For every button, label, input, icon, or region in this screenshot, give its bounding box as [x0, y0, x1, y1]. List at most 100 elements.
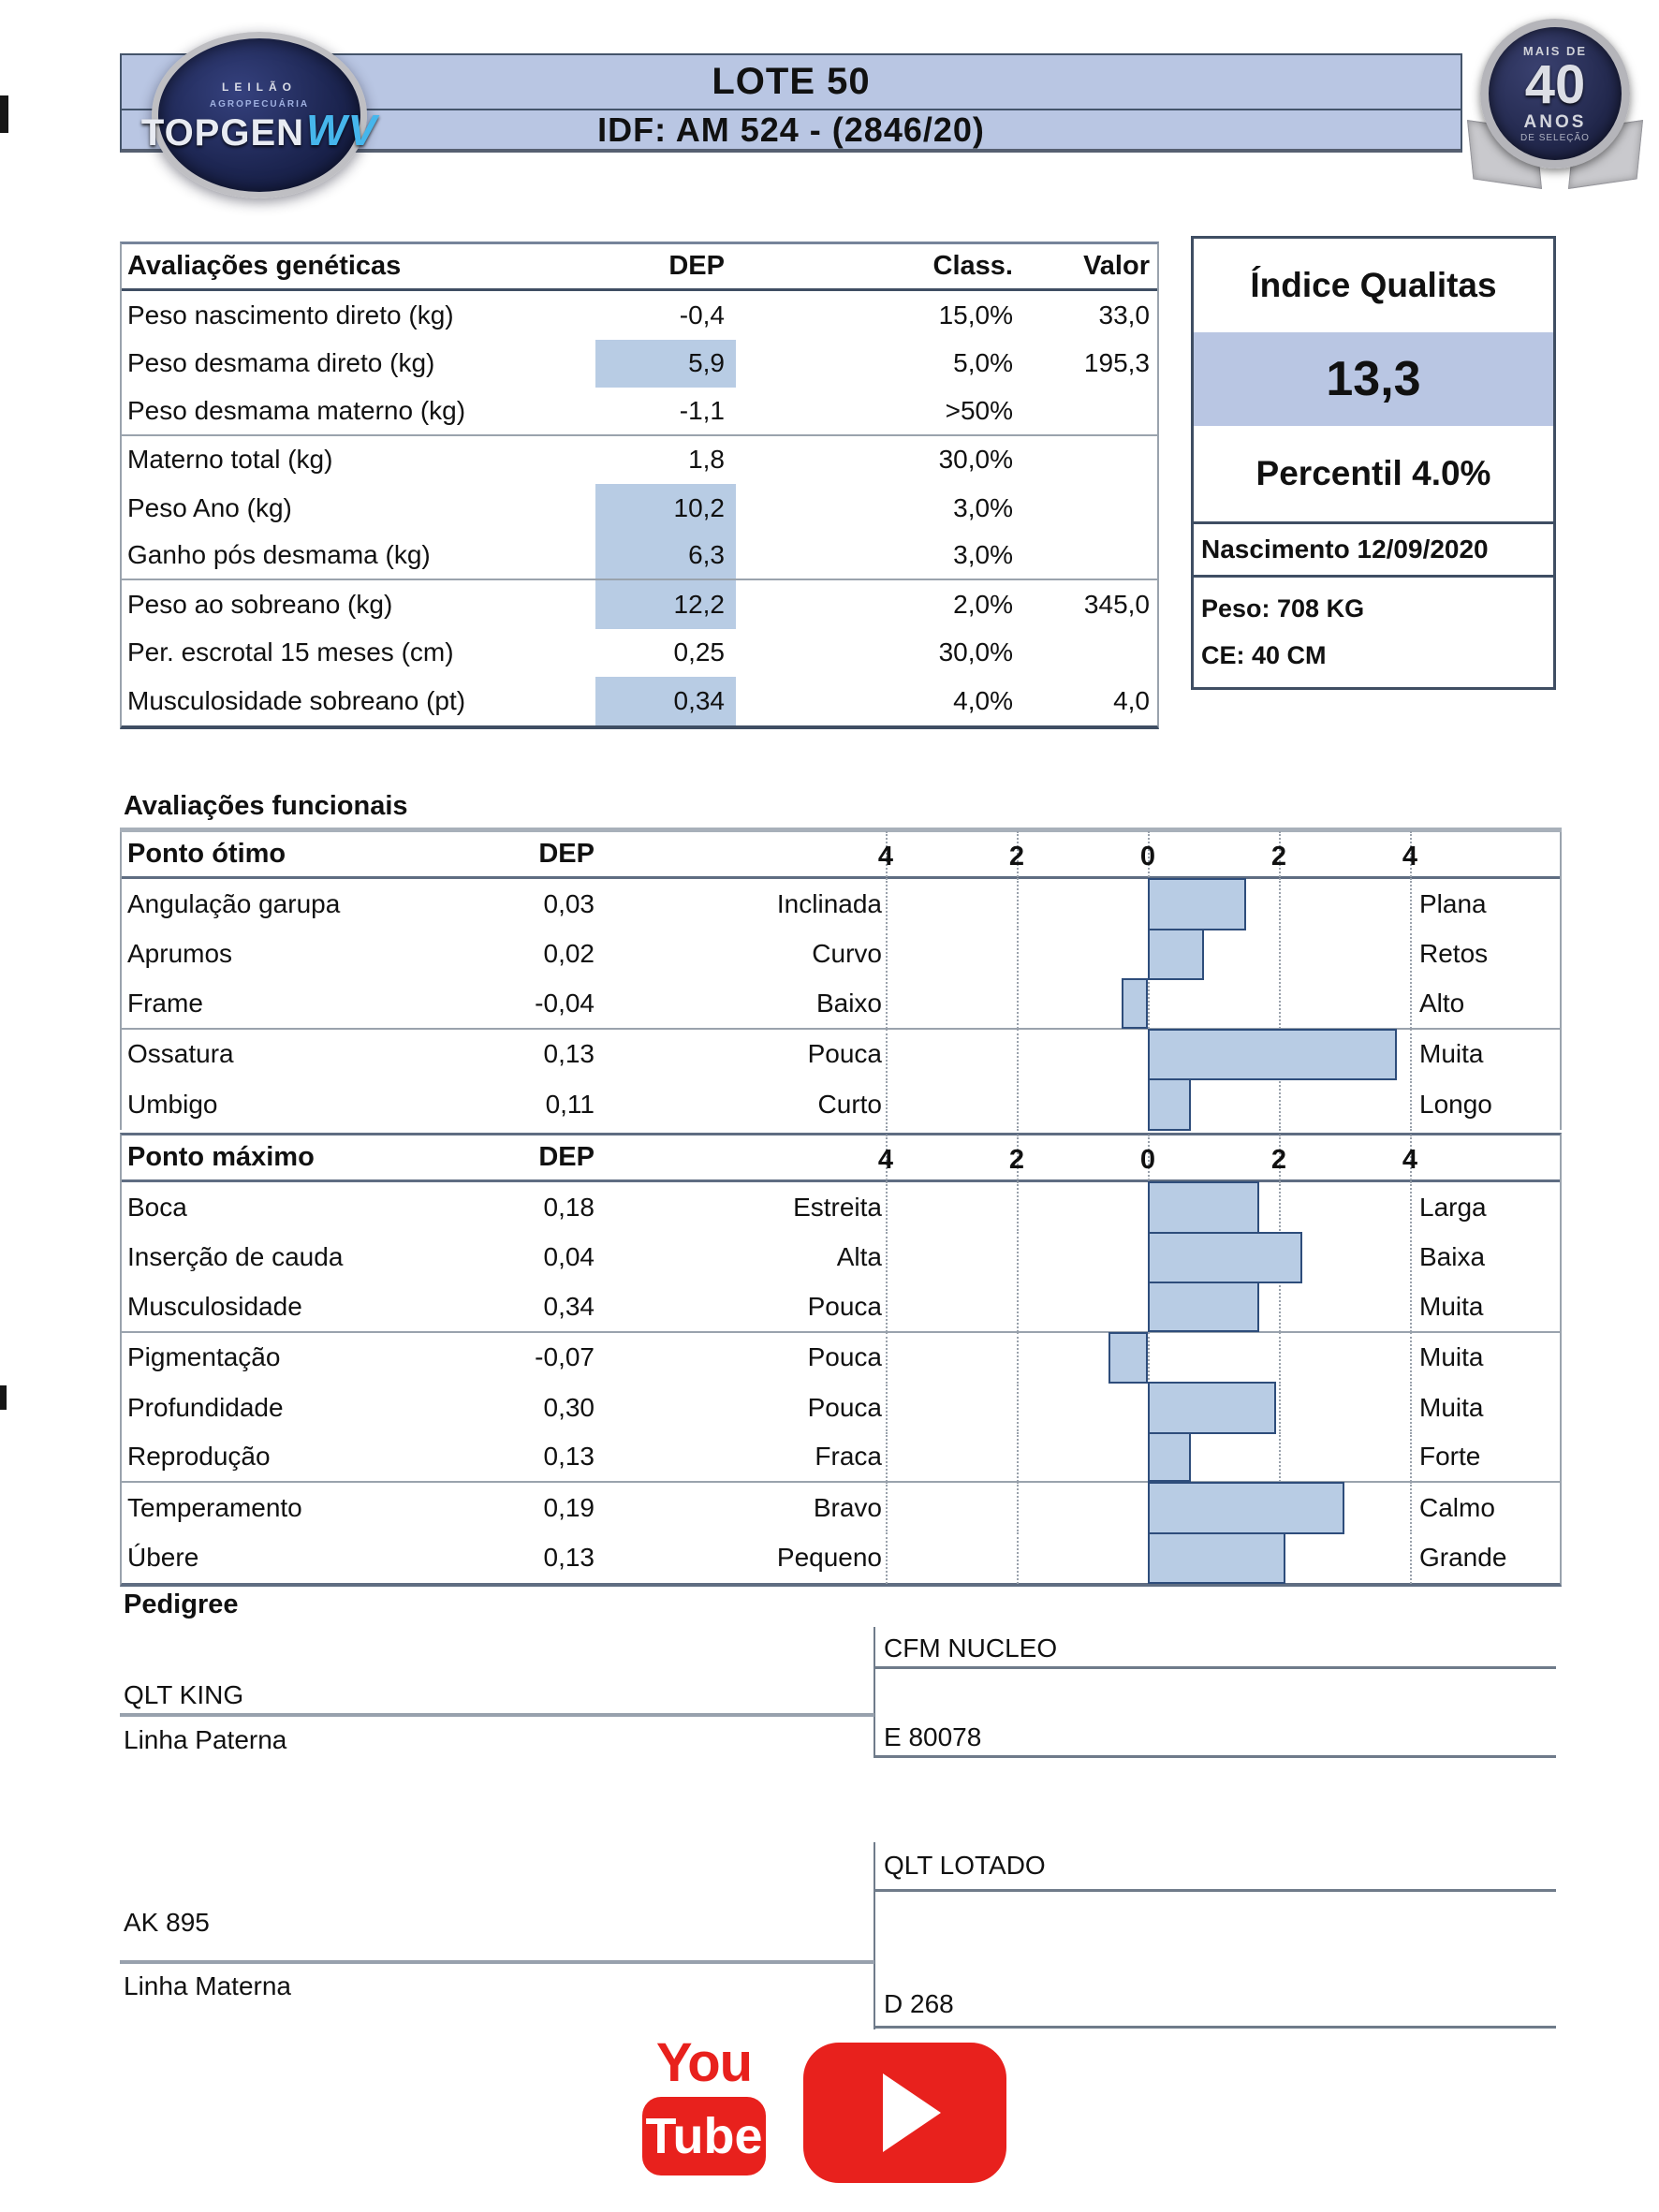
gridline: [1148, 1135, 1150, 1180]
dep-value: 0,11: [545, 1089, 595, 1119]
class-value: 3,0%: [953, 540, 1013, 570]
class-value: 30,0%: [938, 445, 1013, 475]
gridline: [1410, 1181, 1412, 1234]
dep-value: 0,19: [543, 1492, 595, 1522]
high-end-label: Baixa: [1419, 1242, 1486, 1272]
maximum-dep-header: DEP: [538, 1142, 595, 1172]
logo-wv-text: WV: [306, 105, 378, 154]
genetics-row: Ganho pós desmama (kg) 6,3 3,0%: [122, 532, 1157, 580]
low-end-label: Baixo: [815, 988, 882, 1018]
dep-bar: [1148, 878, 1246, 930]
bar-chart-cell: [886, 1431, 1412, 1482]
functional-section-title: Avaliações funcionais: [124, 791, 408, 821]
high-end-label: Alto: [1419, 988, 1465, 1018]
high-end-label: Larga: [1419, 1192, 1487, 1222]
trait-label: Ossatura: [127, 1039, 234, 1069]
axis-tick-label: 4: [877, 842, 894, 872]
bar-chart-cell: [886, 1531, 1412, 1584]
dep-bar: [1148, 928, 1204, 980]
youtube-you-text: You: [655, 2032, 753, 2093]
optimal-table-header: Ponto ótimo DEP 4 2 0 2 4: [122, 831, 1560, 879]
dep-bar: [1148, 1282, 1259, 1332]
genetic-table-header: Avaliações genéticas DEP Class. Valor: [122, 244, 1157, 291]
dep-value: 0,18: [543, 1192, 595, 1222]
gridline: [1279, 878, 1281, 930]
pedigree-paternal-bracket: [874, 1627, 875, 1758]
gridline: [886, 1078, 888, 1131]
gridline: [1410, 928, 1412, 980]
idf-subtitle: IDF: AM 524 - (2846/20): [597, 110, 985, 149]
trait-label: Angulação garupa: [127, 888, 341, 918]
class-value: 2,0%: [953, 589, 1013, 619]
functional-row: Boca 0,18 Estreita Larga: [122, 1181, 1560, 1234]
col-header-valor: Valor: [1083, 251, 1150, 281]
functional-row: Profundidade 0,30 Pouca Muita: [122, 1382, 1560, 1434]
youtube-play-button-icon[interactable]: [803, 2043, 1006, 2183]
high-end-label: Plana: [1419, 888, 1487, 918]
high-end-label: Muita: [1419, 1039, 1484, 1069]
genetics-row: Musculosidade sobreano (pt) 0,34 4,0% 4,0: [122, 677, 1157, 725]
axis-tick-label: 2: [1270, 1145, 1287, 1175]
youtube-wordmark-logo[interactable]: You Tube: [629, 2033, 779, 2175]
class-value: 4,0%: [953, 685, 1013, 715]
genetics-row: Per. escrotal 15 meses (cm) 0,25 30,0%: [122, 629, 1157, 678]
trait-label: Inserção de cauda: [127, 1242, 344, 1272]
birth-date-row: Nascimento 12/09/2020: [1191, 524, 1556, 578]
spacer: [602, 832, 886, 876]
badge-anos-text: ANOS: [1523, 112, 1587, 132]
pedigree-line: [874, 1755, 1556, 1758]
dep-value: 0,25: [673, 637, 726, 667]
functional-row: Frame -0,04 Baixo Alto: [122, 978, 1560, 1030]
class-value: 3,0%: [953, 492, 1013, 522]
gridline: [886, 1231, 888, 1283]
gridline: [1017, 978, 1019, 1029]
pedigree-maternal-bracket: [874, 1842, 875, 2029]
functional-row: Reprodução 0,13 Fraca Forte: [122, 1431, 1560, 1483]
gridline: [1410, 1135, 1412, 1180]
qualitas-percentile: Percentil 4.0%: [1255, 454, 1491, 492]
high-end-label: Forte: [1419, 1442, 1481, 1472]
gridline: [1410, 1531, 1412, 1584]
dep-value-highlighted: 12,2: [595, 580, 736, 629]
dep-bar: [1148, 1431, 1191, 1482]
logo-leilao-text: LEILÃO: [222, 80, 297, 94]
gridline: [1017, 928, 1019, 980]
gridline: [886, 1282, 888, 1332]
maximum-title: Ponto máximo: [127, 1142, 315, 1172]
topgen-logo: LEILÃO AGROPECUÁRIA TOPGENWV: [141, 32, 376, 198]
dep-value: -1,1: [679, 395, 725, 425]
dep-bar: [1108, 1331, 1148, 1384]
col-header-dep: DEP: [668, 251, 725, 281]
gridline: [1410, 1331, 1412, 1384]
genetics-body: Peso nascimento direto (kg) -0,4 15,0% 33,0…: [122, 291, 1157, 725]
trait-label: Aprumos: [127, 939, 233, 969]
trait-label: Peso desmama direto (kg): [127, 348, 435, 378]
bar-chart-cell: [886, 1078, 1412, 1131]
high-end-label: Grande: [1419, 1543, 1507, 1573]
trait-label: Peso desmama materno (kg): [127, 395, 466, 425]
high-end-label: Muita: [1419, 1291, 1484, 1321]
dep-value-highlighted: 0,34: [595, 677, 736, 725]
gridline: [1017, 1431, 1019, 1482]
gridline: [886, 1331, 888, 1384]
col-header-class: Class.: [932, 251, 1013, 281]
high-end-label: Muita: [1419, 1342, 1484, 1372]
gridline: [1279, 1135, 1281, 1180]
dep-cell: 0,25: [485, 629, 736, 678]
gridline: [1017, 831, 1019, 877]
pedigree-line: [874, 1666, 1556, 1669]
class-value: 15,0%: [938, 300, 1013, 330]
gridline: [886, 831, 888, 877]
dep-value: 1,8: [688, 445, 725, 475]
functional-row: Aprumos 0,02 Curvo Retos: [122, 928, 1560, 980]
dam-dam-name: D 268: [884, 1989, 954, 2018]
gridline: [886, 1431, 888, 1482]
gridline: [1279, 1282, 1281, 1332]
functional-row: Musculosidade 0,34 Pouca Muita: [122, 1282, 1560, 1333]
gridline: [1017, 878, 1019, 930]
gridline: [1148, 1331, 1150, 1384]
dep-value: 0,30: [543, 1392, 595, 1422]
dam-sire-name: QLT LOTADO: [884, 1851, 1046, 1880]
high-end-label: Muita: [1419, 1392, 1484, 1422]
